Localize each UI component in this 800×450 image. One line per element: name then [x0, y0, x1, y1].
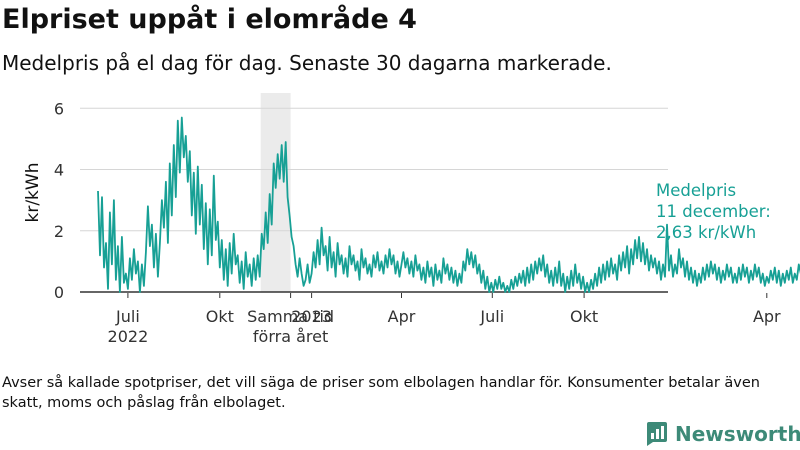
x-tick-label: Apr [753, 307, 781, 326]
brand-logo: Newsworthy [644, 420, 800, 448]
x-tick-label: Apr [388, 307, 416, 326]
brand-name: Newsworthy [675, 422, 800, 446]
x-axis: Juli 2022 Okt 2023 Apr Juli Okt Samma tid förra … [108, 293, 781, 345]
x-tick-label: 2023 [291, 307, 332, 326]
x-tick-label: Samma tid förra året [247, 307, 334, 345]
price-line-chart: 0 2 4 6 Juli 2022 Okt 2023 Apr Juli Okt Samma tid f… [23, 93, 800, 345]
y-axis-label: kr/kWh [23, 163, 43, 223]
footnote: Avser så kallade spotpriser, det vill sä… [2, 375, 760, 411]
latest-value-annotation: Medelpris 11 december: 2,63 kr/kWh [656, 181, 771, 242]
highlight-band [260, 93, 291, 292]
gridlines [80, 107, 668, 293]
annotation-line: 2,63 kr/kWh [656, 223, 756, 242]
annotation-line: Medelpris [656, 181, 736, 200]
x-tick-label: Juli 2022 [108, 307, 149, 345]
y-tick-label: 2 [54, 222, 64, 241]
y-tick-label: 4 [54, 161, 64, 180]
highlight-bands [260, 93, 291, 292]
chart-title: Elpriset uppåt i elområde 4 [2, 4, 417, 35]
price-series-line [97, 116, 800, 293]
annotation-line: 11 december: [656, 202, 771, 221]
x-tick-label: Juli [479, 307, 504, 326]
chart-subtitle: Medelpris på el dag för dag. Senaste 30 … [2, 51, 612, 75]
y-axis: 0 2 4 6 [54, 99, 64, 302]
bar-chart-logo-icon [647, 422, 667, 446]
y-tick-label: 6 [54, 99, 64, 118]
series-layer [97, 116, 800, 293]
y-tick-label: 0 [54, 283, 64, 302]
x-tick-label: Okt [206, 307, 234, 326]
x-tick-label: Okt [570, 307, 598, 326]
